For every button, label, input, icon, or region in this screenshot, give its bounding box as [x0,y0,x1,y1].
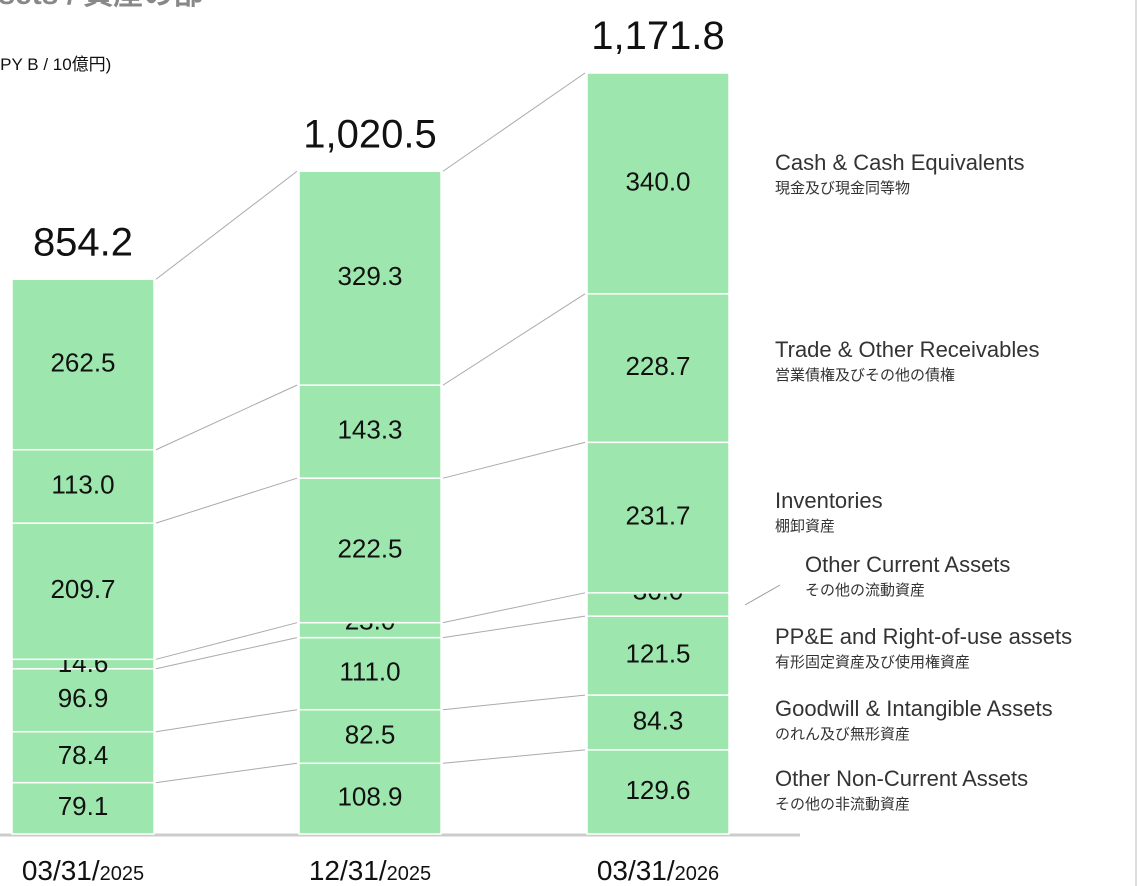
segment-label: 84.3 [633,705,684,735]
legend-label-ja: 有形固定資産及び使用権資産 [775,654,970,671]
legend-label: Trade & Other Receivables [775,337,1040,362]
segment-label: 96.9 [58,683,109,713]
bar-segment [298,636,442,711]
leader-line [744,584,781,606]
legend-label: Inventories [775,488,883,513]
connector [442,293,586,386]
date-part: 12/31/ [309,855,387,886]
segment-label: 113.0 [51,469,114,499]
connector [155,170,298,280]
connector [442,72,586,172]
chart-subtitle: (JPY B / 10億円) [0,55,111,74]
segment-label: 222.5 [337,533,402,563]
date-part: 03/31/ [22,855,100,886]
chart-title: Assets / 資産の部 [0,0,203,11]
legend-label: Other Non-Current Assets [775,766,1028,791]
year-part: 2026 [675,863,720,885]
year-part: 2025 [387,863,432,885]
connector [442,441,586,479]
connector [155,477,298,524]
connector [442,749,586,764]
legend-label-ja: その他の非流動資産 [775,796,910,813]
x-tick-label: 12/31/2025 [309,855,431,886]
bar-segment [11,781,155,835]
bar-segment [586,749,730,835]
segment-label: 340.0 [625,166,690,196]
segment-label: 129.6 [625,775,690,805]
connector [155,622,298,660]
legend-label-ja: 現金及び現金同等物 [775,179,910,197]
connector [155,762,298,784]
bar-segment [11,522,155,661]
x-tick-label: 03/31/2025 [22,855,144,886]
segment-label: 262.5 [50,347,115,377]
total-label: 1,020.5 [303,112,436,156]
connector [442,592,586,624]
bar-segment [11,278,155,451]
connector [155,384,298,451]
segment-label: 121.5 [625,639,690,669]
connector [155,637,298,670]
date-part: 03/31/ [597,855,675,886]
year-part: 2025 [100,863,145,885]
segment-label: 82.5 [345,719,396,749]
segment-label: 108.9 [337,782,402,812]
bar-segment [11,668,155,733]
x-tick-label: 03/31/2026 [597,855,719,886]
connector [155,709,298,733]
segment-label: 79.1 [58,791,109,821]
segment-label: 209.7 [50,574,115,604]
bar-segment [298,477,442,624]
connector [442,615,586,639]
bar-segment [11,448,155,524]
total-label: 854.2 [33,220,133,264]
bar-segment [298,170,442,386]
legend-label: Cash & Cash Equivalents [775,150,1024,175]
bar-segment [586,615,730,696]
total-label: 1,171.8 [591,14,724,58]
bar-segment [298,384,442,479]
segment-label: 231.7 [625,500,690,530]
legend-label: PP&E and Right-of-use assets [775,624,1072,649]
segment-label: 143.3 [337,415,402,445]
segment-label: 111.0 [339,657,400,687]
legend-label: Other Current Assets [805,552,1010,577]
segment-label: 78.4 [58,740,109,770]
segment-label: 228.7 [625,351,690,381]
bar-segment [586,72,730,295]
bar-segment [586,694,730,751]
segment-label: 329.3 [337,261,402,291]
legend-label-ja: のれん及び無形資産 [775,726,910,743]
legend-label-ja: その他の流動資産 [805,582,925,599]
legend-label-ja: 営業債権及びその他の債権 [775,367,955,384]
legend-label-ja: 棚卸資産 [775,518,835,535]
legend-label: Goodwill & Intangible Assets [775,696,1053,721]
connector [442,694,586,711]
